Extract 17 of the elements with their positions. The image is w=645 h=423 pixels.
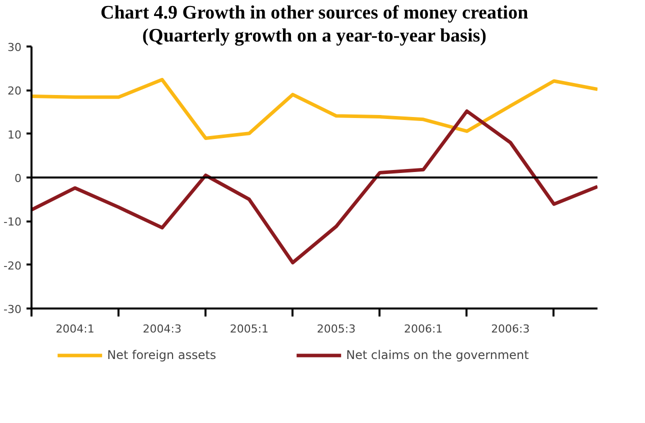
y-tick-label: 0 bbox=[14, 172, 22, 185]
x-tick-label: 2005:3 bbox=[316, 322, 356, 336]
y-tick-label: -20 bbox=[4, 259, 22, 272]
x-tick-label: 2004:1 bbox=[56, 322, 94, 336]
chart-title: Chart 4.9 Growth in other sources of money creation bbox=[100, 2, 529, 24]
legend-label: Net foreign assets bbox=[107, 348, 216, 362]
x-tick-label: 2005:1 bbox=[230, 322, 269, 336]
x-tick-label: 2004:3 bbox=[142, 322, 182, 336]
y-tick-label: -30 bbox=[4, 303, 22, 316]
x-tick-label: 2006:1 bbox=[404, 322, 443, 336]
chart-subtitle: (Quarterly growth on a year-to-year basis) bbox=[142, 26, 486, 46]
y-tick-label: 30 bbox=[8, 41, 22, 54]
y-tick-label: -10 bbox=[4, 216, 22, 229]
y-tick-label: 10 bbox=[8, 128, 22, 142]
y-tick-label: 20 bbox=[8, 84, 22, 98]
legend-label: Net claims on the government bbox=[346, 348, 529, 362]
x-tick-label: 2006:3 bbox=[491, 322, 530, 336]
